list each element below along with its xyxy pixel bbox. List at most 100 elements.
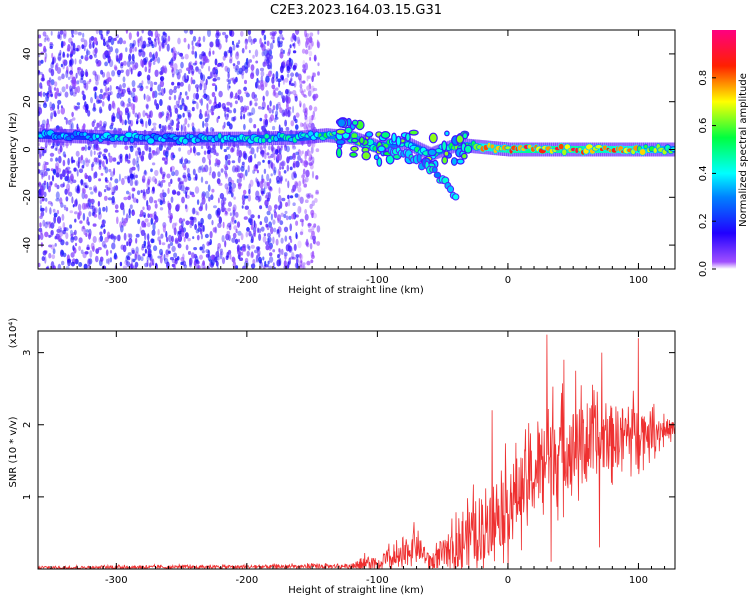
heatmap-noise-cell [185, 220, 190, 226]
heatmap-noise-cell [234, 167, 239, 173]
heatmap-band-cell [388, 141, 392, 149]
heatmap-noise-cell [90, 149, 93, 157]
heatmap-noise-cell [297, 73, 302, 81]
heatmap-noise-cell [78, 70, 81, 76]
heatmap-noise-cell [91, 120, 95, 128]
heatmap-disturbed-cell [444, 130, 450, 137]
heatmap-noise-cell [54, 183, 58, 188]
heatmap-noise-cell [192, 100, 197, 104]
heatmap-noise-cell [135, 246, 139, 254]
heatmap-noise-cell [116, 234, 121, 242]
heatmap-noise-cell [185, 194, 190, 199]
heatmap-noise-cell [150, 30, 153, 37]
heatmap-noise-cell [59, 227, 63, 233]
heatmap-noise-cell [204, 122, 209, 127]
heatmap-noise-cell [240, 115, 243, 120]
heatmap-noise-cell [154, 203, 158, 209]
heatmap-noise-cell [139, 87, 144, 92]
heatmap-noise-cell [292, 90, 297, 95]
heatmap-noise-cell [258, 80, 260, 84]
heatmap-noise-cell [295, 232, 298, 239]
heatmap-noise-cell [240, 105, 245, 113]
heatmap-noise-cell [67, 157, 70, 166]
heatmap-noise-cell [38, 120, 41, 128]
heatmap-noise-cell [38, 162, 41, 167]
heatmap-noise-cell [303, 122, 307, 130]
heatmap-noise-cell [264, 61, 267, 67]
heatmap-noise-cell [249, 179, 254, 187]
heatmap-noise-cell [134, 112, 138, 118]
heatmap-noise-cell [101, 220, 104, 227]
heatmap-noise-cell [121, 119, 124, 126]
heatmap-noise-cell [278, 257, 282, 266]
heatmap-noise-cell [183, 165, 187, 171]
heatmap-noise-cell [250, 100, 253, 106]
heatmap-noise-cell [50, 79, 55, 86]
heatmap-noise-cell [73, 30, 78, 35]
heatmap-noise-cell [275, 114, 278, 118]
heatmap-noise-cell [174, 107, 179, 114]
heatmap-noise-cell [264, 148, 267, 155]
heatmap-noise-cell [39, 169, 44, 176]
heatmap-noise-cell [134, 179, 139, 186]
heatmap-noise-cell [57, 99, 62, 105]
heatmap-noise-cell [44, 221, 48, 229]
heatmap-noise-cell [80, 55, 84, 60]
heatmap-noise-cell [132, 197, 138, 203]
heatmap-noise-cell [120, 69, 124, 74]
heatmap-noise-cell [243, 173, 245, 181]
heatmap-noise-cell [250, 70, 255, 77]
heatmap-noise-cell [85, 159, 90, 167]
heatmap-noise-cell [208, 242, 212, 246]
heatmap-noise-cell [60, 63, 64, 68]
heatmap-noise-cell [179, 91, 182, 96]
figure-title: C2E3.2023.164.03.15.G31 [270, 3, 442, 18]
heatmap-noise-cell [264, 153, 267, 160]
heatmap-noise-cell [68, 64, 73, 68]
heatmap-noise-cell [216, 178, 221, 185]
heatmap-noise-cell [186, 75, 189, 82]
heatmap-noise-cell [80, 179, 84, 186]
heatmap-noise-cell [146, 204, 151, 211]
heatmap-noise-cell [144, 66, 148, 73]
heatmap-signal-cell [638, 148, 647, 156]
heatmap-noise-cell [270, 226, 274, 235]
heatmap-noise-cell [65, 117, 68, 125]
heatmap-noise-cell [169, 62, 174, 69]
heatmap-noise-cell [200, 63, 204, 69]
heatmap-noise-cell [262, 95, 265, 102]
heatmap-noise-cell [271, 84, 276, 90]
heatmap-noise-cell [96, 122, 100, 128]
heatmap-noise-cell [217, 32, 221, 37]
heatmap-noise-cell [177, 37, 181, 45]
heatmap-noise-cell [55, 191, 60, 200]
heatmap-noise-cell [187, 176, 192, 181]
heatmap-noise-cell [279, 162, 282, 170]
heatmap-noise-cell [104, 177, 108, 182]
heatmap-noise-cell [173, 94, 177, 101]
heatmap-noise-cell [168, 207, 171, 216]
heatmap-noise-cell [149, 87, 153, 92]
heatmap-noise-cell [138, 49, 143, 53]
heatmap-noise-cell [250, 263, 256, 269]
heatmap-noise-cell [243, 216, 248, 220]
heatmap-noise-cell [163, 254, 166, 261]
heatmap-noise-cell [185, 191, 188, 199]
heatmap-noise-cell [221, 257, 226, 265]
heatmap-noise-cell [244, 195, 249, 199]
heatmap-noise-cell [181, 156, 184, 162]
heatmap-noise-cell [52, 208, 56, 213]
heatmap-noise-cell [58, 226, 62, 230]
heatmap-noise-cell [304, 30, 307, 38]
heatmap-noise-cell [67, 258, 71, 267]
heatmap-noise-cell [247, 30, 252, 36]
heatmap-noise-cell [187, 149, 191, 155]
heatmap-noise-cell [286, 164, 289, 172]
heatmap-noise-cell [216, 265, 219, 269]
heatmap-noise-cell [212, 128, 215, 132]
heatmap-noise-cell [235, 64, 239, 71]
heatmap-noise-cell [282, 78, 285, 85]
heatmap-noise-cell [282, 37, 285, 41]
heatmap-noise-cell [135, 150, 139, 157]
heatmap-noise-cell [248, 112, 253, 116]
